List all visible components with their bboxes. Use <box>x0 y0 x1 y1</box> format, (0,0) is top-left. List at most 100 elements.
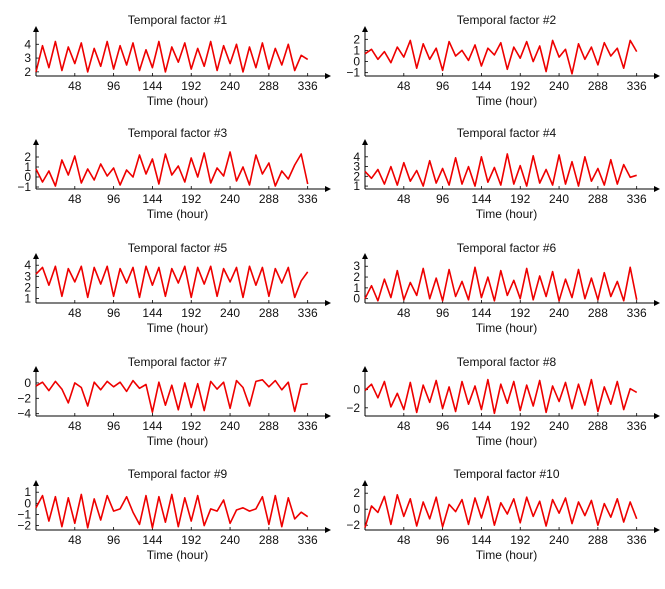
y-axis-arrow <box>33 480 39 486</box>
x-tick-label: 288 <box>259 79 279 93</box>
x-tick-label: 288 <box>588 533 608 547</box>
chart-panel-6: Temporal factor #6 48 96 144 192 240 288 336 012… <box>353 241 660 335</box>
x-axis-label: Time (hour) <box>476 321 538 335</box>
x-tick-label: 240 <box>549 306 569 320</box>
x-tick-label: 96 <box>107 79 121 93</box>
y-tick-label: 4 <box>24 37 31 51</box>
chart-title: Temporal factor #10 <box>453 467 559 481</box>
chart-panel-7: Temporal factor #7 48 96 144 192 240 288 336 −4 −… <box>17 355 331 448</box>
x-tick-label: 144 <box>142 533 162 547</box>
x-tick-label: 144 <box>471 306 491 320</box>
x-tick-label: 48 <box>68 192 82 206</box>
y-tick-label: 1 <box>24 485 31 499</box>
x-tick-label: 192 <box>510 79 530 93</box>
x-axis-label: Time (hour) <box>147 321 209 335</box>
series-line <box>364 378 638 415</box>
series-line <box>35 151 309 187</box>
y-tick-label: −1 <box>17 507 31 521</box>
chart-title: Temporal factor #5 <box>128 241 228 255</box>
y-tick-label: 1 <box>353 179 360 193</box>
y-tick-label: 1 <box>353 43 360 57</box>
x-tick-label: 192 <box>510 419 530 433</box>
y-tick-label: 4 <box>353 150 360 164</box>
chart-title: Temporal factor #4 <box>457 126 557 140</box>
x-tick-label: 336 <box>298 419 318 433</box>
y-tick-label: 0 <box>24 496 31 510</box>
y-tick-label: −2 <box>17 391 31 405</box>
x-tick-label: 288 <box>588 192 608 206</box>
y-tick-label: 2 <box>353 486 360 500</box>
x-axis-label: Time (hour) <box>147 548 209 562</box>
y-tick-label: 2 <box>353 32 360 46</box>
x-axis-label: Time (hour) <box>147 94 209 108</box>
x-tick-label: 336 <box>627 192 647 206</box>
y-tick-label: 0 <box>24 376 31 390</box>
x-tick-label: 144 <box>471 79 491 93</box>
x-axis-arrow <box>654 300 660 306</box>
chart-title: Temporal factor #3 <box>128 126 228 140</box>
y-axis-arrow <box>362 139 368 145</box>
x-tick-label: 96 <box>436 79 450 93</box>
chart-title: Temporal factor #1 <box>128 13 228 27</box>
y-axis-arrow <box>362 253 368 259</box>
x-tick-label: 96 <box>436 306 450 320</box>
series-line <box>364 153 637 187</box>
x-tick-label: 336 <box>627 419 647 433</box>
series-line <box>35 378 308 414</box>
y-tick-label: −2 <box>346 401 360 415</box>
x-tick-label: 192 <box>181 533 201 547</box>
x-tick-label: 288 <box>259 533 279 547</box>
y-tick-label: 2 <box>353 270 360 284</box>
x-tick-label: 96 <box>107 419 121 433</box>
y-tick-label: 1 <box>353 281 360 295</box>
x-axis-arrow <box>654 527 660 533</box>
x-tick-label: 48 <box>397 419 411 433</box>
x-tick-label: 288 <box>259 306 279 320</box>
x-axis-arrow <box>325 300 331 306</box>
chart-panel-2: Temporal factor #2 48 96 144 192 240 288 336 −10… <box>346 13 660 108</box>
x-axis-label: Time (hour) <box>147 434 209 448</box>
x-tick-label: 48 <box>397 306 411 320</box>
x-tick-label: 192 <box>181 306 201 320</box>
x-tick-label: 48 <box>68 533 82 547</box>
x-tick-label: 192 <box>510 533 530 547</box>
x-tick-label: 192 <box>510 192 530 206</box>
x-axis-arrow <box>325 527 331 533</box>
x-tick-label: 48 <box>397 192 411 206</box>
y-tick-label: 0 <box>24 170 31 184</box>
y-tick-label: 3 <box>353 160 360 174</box>
y-tick-label: −4 <box>17 407 31 421</box>
x-tick-label: 336 <box>298 533 318 547</box>
chart-title: Temporal factor #8 <box>457 355 557 369</box>
x-axis-label: Time (hour) <box>476 434 538 448</box>
y-axis-arrow <box>33 26 39 32</box>
x-tick-label: 240 <box>220 419 240 433</box>
y-axis-arrow <box>33 253 39 259</box>
x-tick-label: 144 <box>471 192 491 206</box>
x-tick-label: 240 <box>220 533 240 547</box>
series-line <box>364 493 638 528</box>
series-line <box>35 493 309 529</box>
series-line <box>364 266 638 302</box>
y-tick-label: 2 <box>24 65 31 79</box>
x-tick-label: 240 <box>549 419 569 433</box>
x-tick-label: 144 <box>142 192 162 206</box>
y-tick-label: −1 <box>346 66 360 80</box>
x-axis-label: Time (hour) <box>147 207 209 221</box>
y-axis-arrow <box>33 139 39 145</box>
y-tick-label: 0 <box>353 55 360 69</box>
x-tick-label: 144 <box>142 306 162 320</box>
y-tick-label: 3 <box>24 269 31 283</box>
x-tick-label: 336 <box>627 306 647 320</box>
chart-panel-4: Temporal factor #4 48 96 144 192 240 288 336 123… <box>353 126 660 221</box>
series-line <box>364 39 638 75</box>
x-tick-label: 96 <box>107 192 121 206</box>
x-tick-label: 96 <box>107 533 121 547</box>
x-tick-label: 48 <box>68 306 82 320</box>
y-tick-label: 1 <box>24 160 31 174</box>
x-tick-label: 48 <box>68 419 82 433</box>
y-tick-label: −2 <box>17 519 31 533</box>
x-tick-label: 144 <box>142 419 162 433</box>
x-tick-label: 336 <box>298 192 318 206</box>
